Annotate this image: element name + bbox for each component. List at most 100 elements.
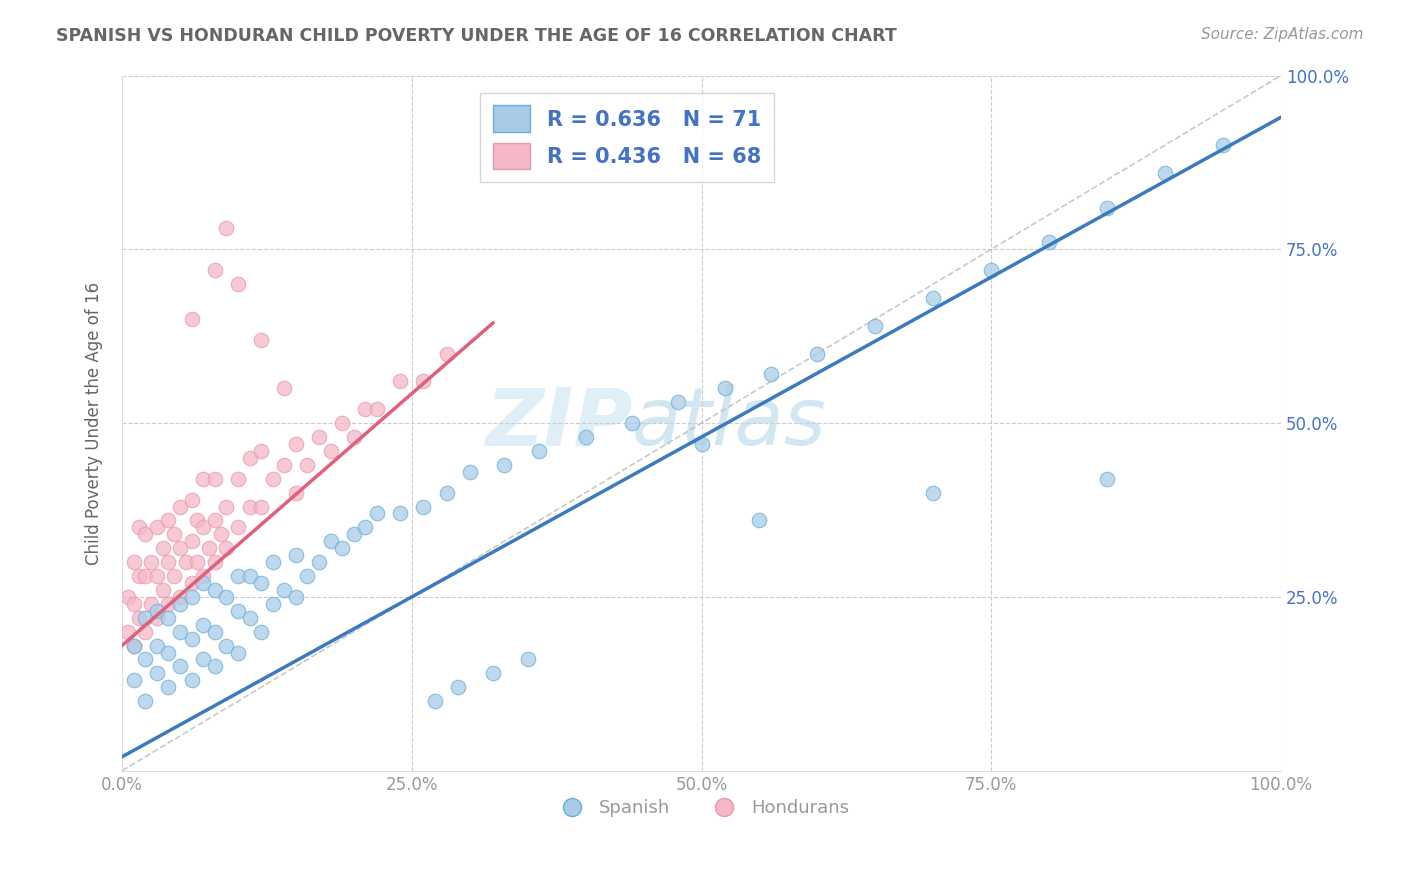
Point bbox=[128, 569, 150, 583]
Point bbox=[169, 541, 191, 556]
Point bbox=[128, 520, 150, 534]
Point bbox=[180, 590, 202, 604]
Point bbox=[146, 639, 169, 653]
Text: atlas: atlas bbox=[631, 384, 827, 462]
Point bbox=[343, 527, 366, 541]
Point bbox=[412, 500, 434, 514]
Point bbox=[250, 624, 273, 639]
Point bbox=[215, 221, 238, 235]
Point bbox=[122, 673, 145, 688]
Point bbox=[759, 368, 782, 382]
Point bbox=[134, 611, 156, 625]
Point bbox=[163, 527, 186, 541]
Point bbox=[169, 590, 191, 604]
Point bbox=[146, 569, 169, 583]
Y-axis label: Child Poverty Under the Age of 16: Child Poverty Under the Age of 16 bbox=[86, 282, 103, 565]
Point bbox=[193, 652, 215, 666]
Point bbox=[366, 402, 388, 417]
Point bbox=[193, 520, 215, 534]
Point bbox=[139, 597, 162, 611]
Point bbox=[1038, 235, 1060, 250]
Text: ZIP: ZIP bbox=[485, 384, 631, 462]
Point bbox=[922, 291, 945, 305]
Point bbox=[204, 472, 226, 486]
Point bbox=[273, 458, 295, 472]
Point bbox=[354, 402, 377, 417]
Point bbox=[152, 582, 174, 597]
Point bbox=[215, 639, 238, 653]
Point bbox=[436, 346, 458, 360]
Point bbox=[193, 576, 215, 591]
Point bbox=[389, 507, 412, 521]
Point bbox=[250, 576, 273, 591]
Point bbox=[157, 680, 180, 694]
Point bbox=[529, 444, 551, 458]
Point bbox=[226, 472, 249, 486]
Point bbox=[180, 492, 202, 507]
Point bbox=[250, 500, 273, 514]
Point bbox=[284, 485, 307, 500]
Point bbox=[134, 694, 156, 708]
Point bbox=[297, 458, 319, 472]
Point bbox=[169, 597, 191, 611]
Point bbox=[122, 639, 145, 653]
Point bbox=[412, 375, 434, 389]
Point bbox=[157, 646, 180, 660]
Point bbox=[226, 277, 249, 291]
Point bbox=[117, 590, 139, 604]
Text: Source: ZipAtlas.com: Source: ZipAtlas.com bbox=[1201, 27, 1364, 42]
Point bbox=[180, 576, 202, 591]
Point bbox=[186, 513, 208, 527]
Point bbox=[122, 639, 145, 653]
Point bbox=[666, 395, 689, 409]
Point bbox=[117, 624, 139, 639]
Point bbox=[134, 624, 156, 639]
Point bbox=[330, 416, 353, 430]
Point bbox=[204, 513, 226, 527]
Point bbox=[1095, 201, 1118, 215]
Point bbox=[128, 611, 150, 625]
Point bbox=[423, 694, 446, 708]
Point bbox=[193, 617, 215, 632]
Point bbox=[273, 582, 295, 597]
Point bbox=[482, 666, 505, 681]
Point bbox=[226, 569, 249, 583]
Point bbox=[174, 555, 197, 569]
Point bbox=[238, 611, 260, 625]
Point bbox=[366, 507, 388, 521]
Point bbox=[146, 611, 169, 625]
Point bbox=[169, 624, 191, 639]
Point bbox=[204, 624, 226, 639]
Point bbox=[308, 555, 330, 569]
Point bbox=[516, 652, 538, 666]
Point bbox=[122, 597, 145, 611]
Point bbox=[238, 500, 260, 514]
Point bbox=[139, 555, 162, 569]
Point bbox=[134, 652, 156, 666]
Point bbox=[284, 590, 307, 604]
Point bbox=[865, 318, 887, 333]
Point bbox=[308, 430, 330, 444]
Point bbox=[180, 673, 202, 688]
Point bbox=[226, 646, 249, 660]
Point bbox=[1154, 166, 1177, 180]
Point bbox=[146, 666, 169, 681]
Point bbox=[330, 541, 353, 556]
Point bbox=[1212, 138, 1234, 153]
Point bbox=[157, 555, 180, 569]
Point bbox=[806, 346, 828, 360]
Point bbox=[319, 444, 342, 458]
Point bbox=[250, 444, 273, 458]
Point bbox=[284, 548, 307, 562]
Point bbox=[447, 680, 470, 694]
Point bbox=[262, 472, 284, 486]
Point bbox=[389, 375, 412, 389]
Point bbox=[238, 569, 260, 583]
Point bbox=[226, 604, 249, 618]
Point bbox=[273, 381, 295, 395]
Point bbox=[134, 527, 156, 541]
Point bbox=[458, 465, 481, 479]
Point bbox=[238, 450, 260, 465]
Point bbox=[494, 458, 516, 472]
Point bbox=[690, 437, 713, 451]
